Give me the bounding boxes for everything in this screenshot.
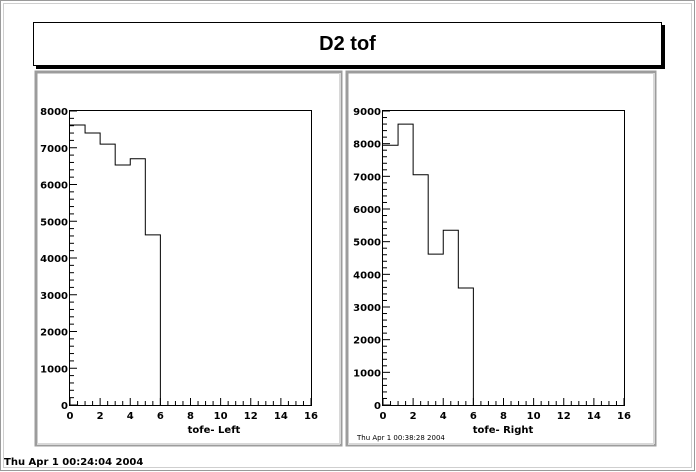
left-x-tick-label: 2: [97, 411, 104, 422]
right-y-tick-label: 7000: [353, 172, 381, 183]
left-y-tick-label: 1000: [40, 364, 68, 375]
pad-left-frame: [34, 70, 343, 447]
page-title: D2 tof: [319, 32, 376, 55]
right-histogram: [383, 123, 474, 405]
left-x-tick-label: 0: [67, 411, 74, 422]
title-box: D2 tof: [33, 22, 662, 66]
right-y-tick-label: 4000: [353, 270, 381, 281]
right-x-tick-label: 16: [617, 411, 631, 422]
right-y-tick-label: 9000: [353, 107, 381, 118]
left-y-tick-label: 6000: [40, 181, 68, 192]
left-x-tick-label: 6: [157, 411, 164, 422]
right-y-tick-label: 0: [374, 401, 381, 412]
left-x-tick-label: 8: [187, 411, 194, 422]
left-x-axis-title: tofe- Left: [188, 425, 241, 436]
right-x-axis-title: tofe- Right: [473, 425, 534, 436]
right-x-tick-label: 10: [527, 411, 541, 422]
right-x-tick-label: 0: [380, 411, 387, 422]
right-y-tick-label: 8000: [353, 140, 381, 151]
right-y-tick-label: 3000: [353, 303, 381, 314]
left-y-tick-label: 5000: [40, 217, 68, 228]
left-axes: 0 2 4 6 8 10 12 14 16 0 1000 2000 3000 4000 5000 6000 70…: [40, 107, 318, 422]
left-x-tick-label: 4: [127, 411, 134, 422]
right-y-tick-label: 5000: [353, 238, 381, 249]
right-y-tick-label: 6000: [353, 205, 381, 216]
right-x-tick-label: 12: [557, 411, 571, 422]
right-y-tick-label: 2000: [353, 336, 381, 347]
right-x-tick-label: 2: [410, 411, 417, 422]
left-y-tick-label: 8000: [40, 107, 68, 118]
right-plot-frame: [382, 110, 625, 406]
left-y-tick-label: 2000: [40, 328, 68, 339]
left-x-tick-label: 14: [274, 411, 288, 422]
left-y-tick-label: 3000: [40, 291, 68, 302]
right-axes: 0 2 4 6 8 10 12 14 16 0 1000 2000 3000 4000 5000 6000 70…: [353, 107, 631, 422]
left-x-tick-label: 16: [304, 411, 318, 422]
left-y-tick-label: 0: [61, 401, 68, 412]
footer-date: Thu Apr 1 00:24:04 2004: [4, 457, 144, 468]
right-x-tick-label: 4: [440, 411, 447, 422]
left-y-tick-label: 4000: [40, 254, 68, 265]
right-x-tick-label: 6: [470, 411, 477, 422]
right-x-tick-label: 8: [500, 411, 507, 422]
right-y-tick-label: 1000: [353, 368, 381, 379]
left-x-tick-label: 12: [244, 411, 258, 422]
left-histogram: [70, 124, 161, 405]
inner-timestamp: Thu Apr 1 00:38:28 2004: [356, 434, 445, 442]
right-x-tick-label: 14: [587, 411, 601, 422]
left-x-tick-label: 10: [214, 411, 228, 422]
pad-right-frame: [345, 70, 657, 447]
left-y-tick-label: 7000: [40, 144, 68, 155]
left-plot-frame: [69, 110, 312, 406]
